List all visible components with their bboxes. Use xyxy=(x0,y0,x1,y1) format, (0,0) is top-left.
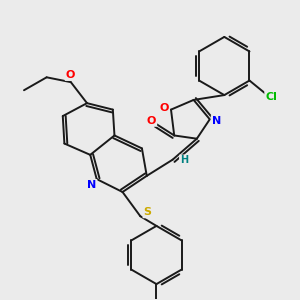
Text: H: H xyxy=(180,155,188,165)
Text: O: O xyxy=(147,116,156,126)
Text: O: O xyxy=(65,70,75,80)
Text: Cl: Cl xyxy=(265,92,277,102)
Text: N: N xyxy=(87,180,97,190)
Text: S: S xyxy=(143,207,152,218)
Text: O: O xyxy=(159,103,169,113)
Text: N: N xyxy=(212,116,221,126)
